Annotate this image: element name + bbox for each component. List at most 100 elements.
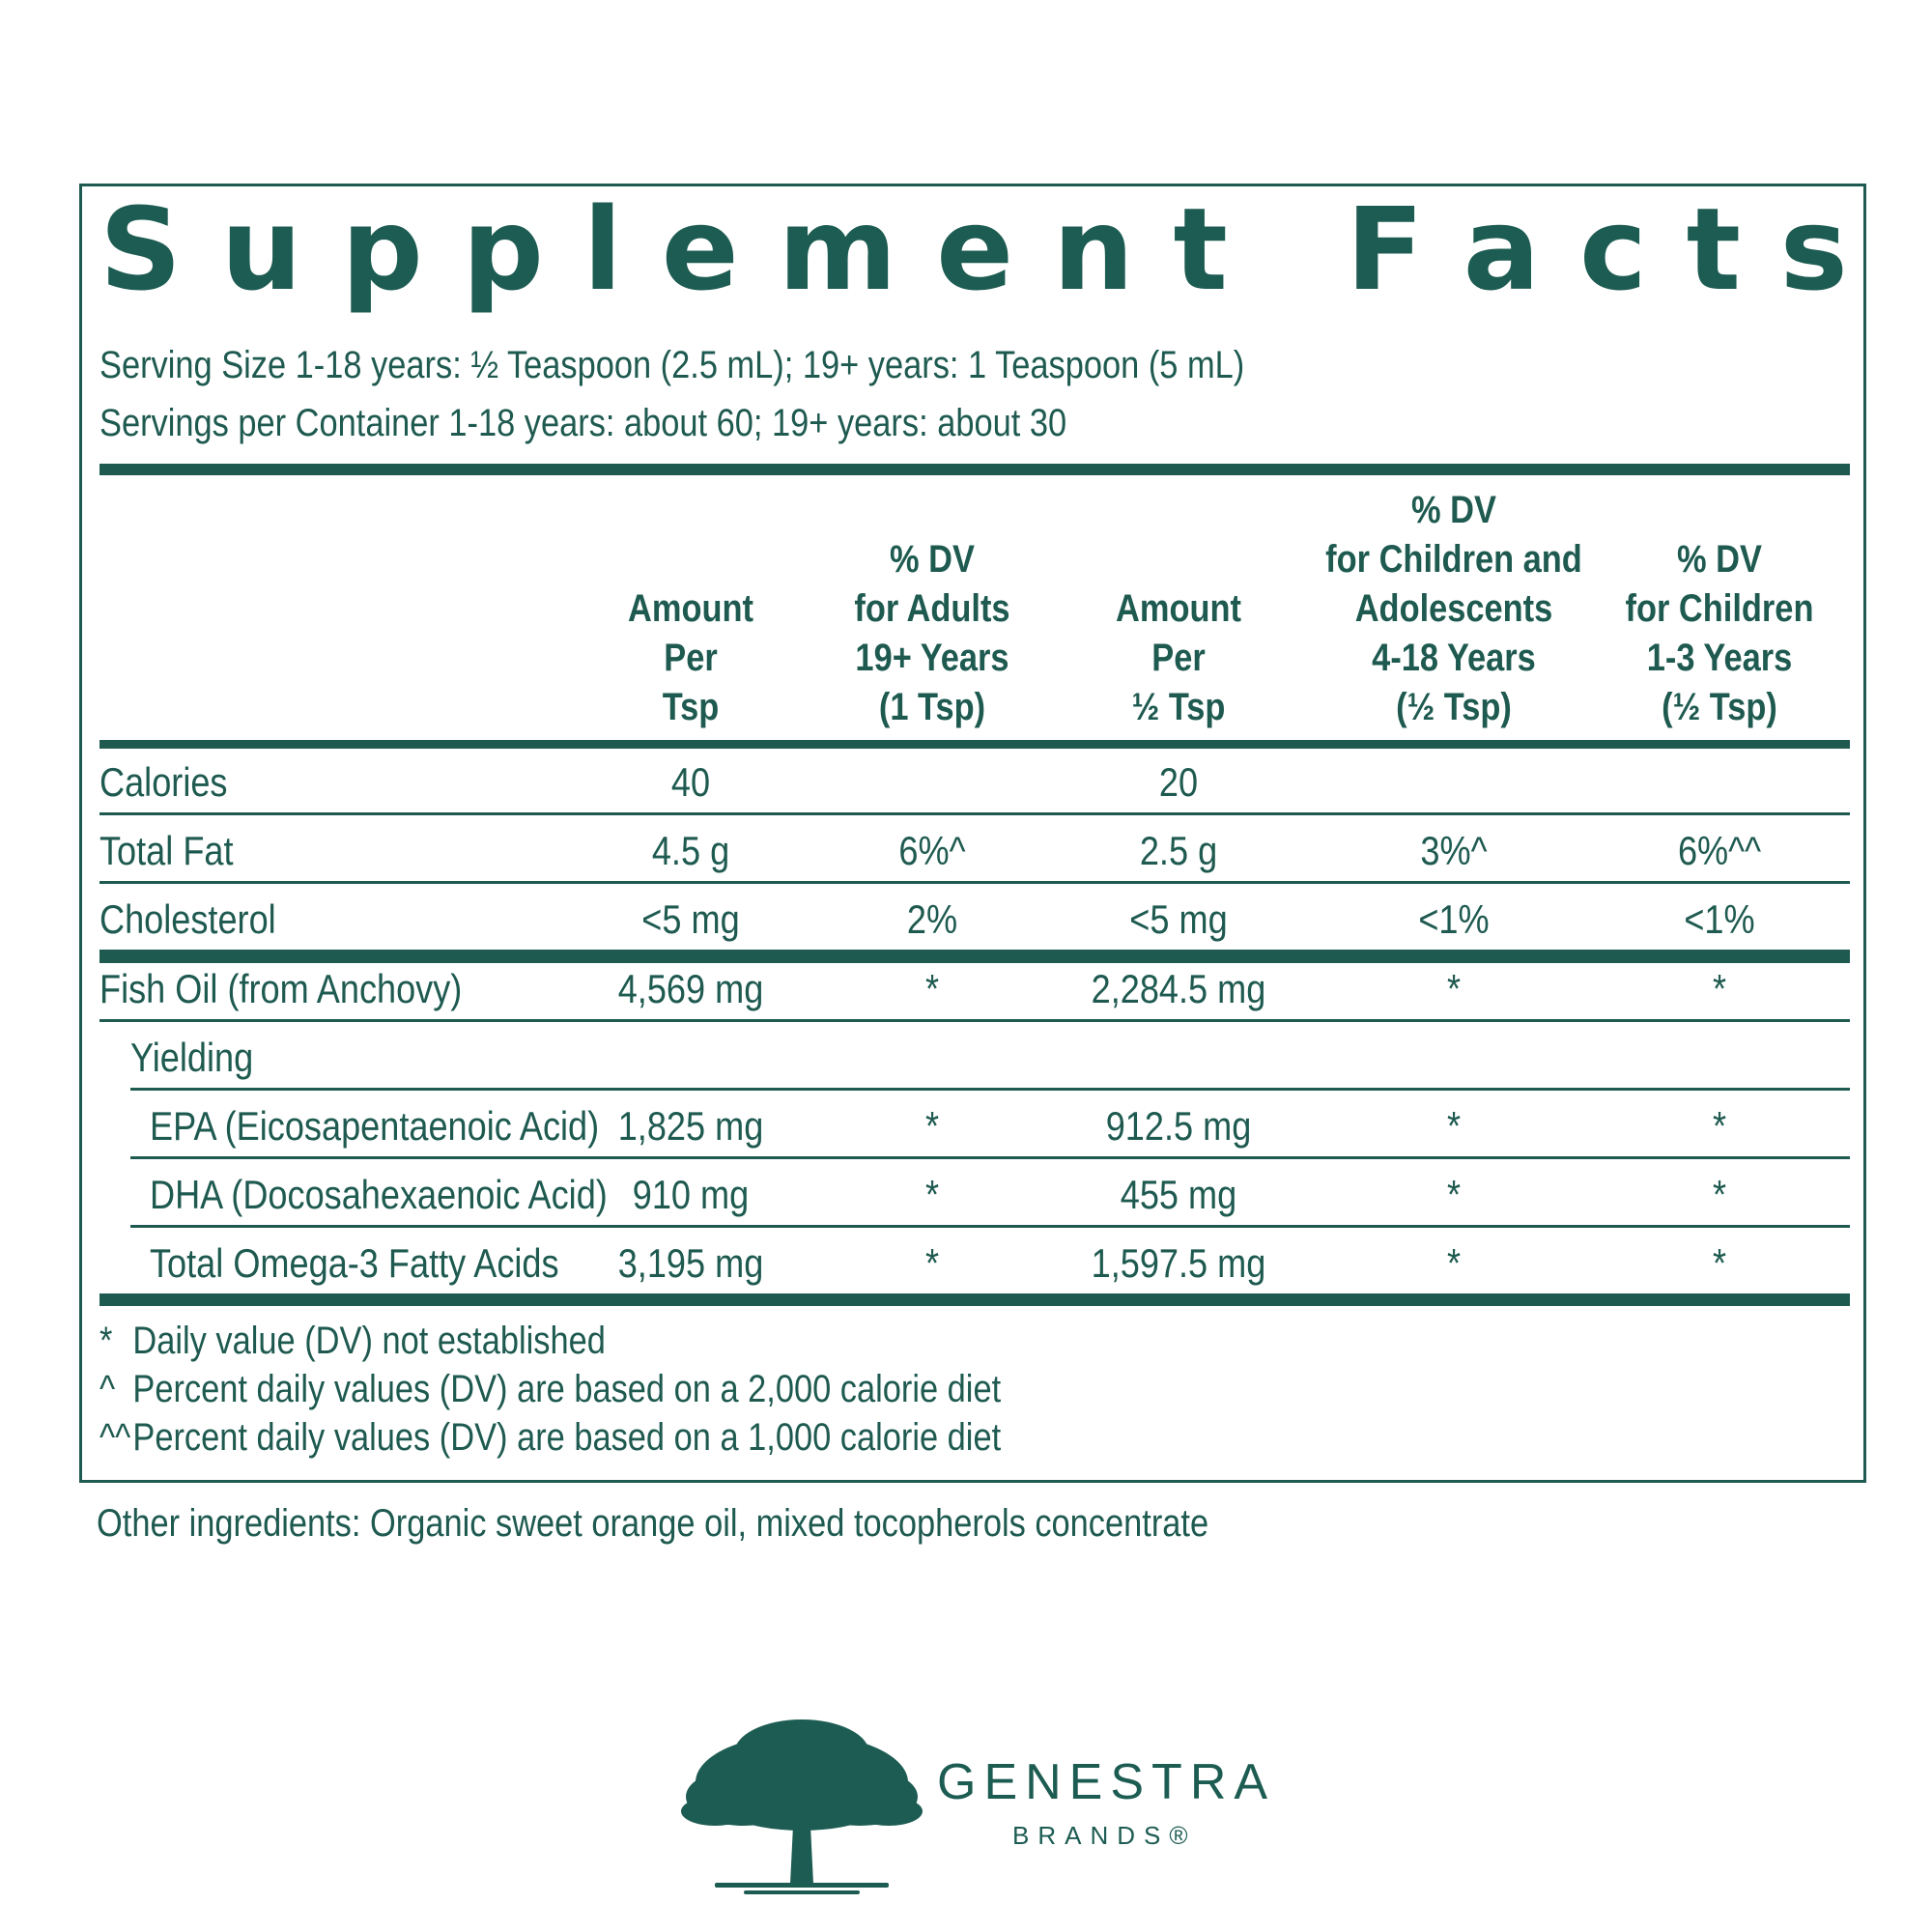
nutrient-value: *: [1712, 1103, 1727, 1149]
title-letter: [1267, 186, 1307, 312]
brand-name: GENESTRA: [937, 1754, 1276, 1810]
table-row: DHA (Docosahexaenoic Acid) 910 mg * 455 mg *…: [82, 1161, 1863, 1229]
column-header-line: Amount: [1116, 587, 1241, 630]
nutrient-name: Calories: [99, 759, 228, 805]
row-divider: [99, 950, 1850, 963]
table-row: EPA (Eicosapentaenoic Acid) 1,825 mg * 912.…: [82, 1093, 1863, 1160]
title-letter: t: [1173, 183, 1228, 316]
title-letter: e: [936, 183, 1014, 316]
table-row: Yielding: [82, 1024, 1863, 1092]
nutrient-value: *: [924, 1240, 940, 1286]
nutrient-name: EPA (Eicosapentaenoic Acid): [150, 1103, 600, 1149]
column-header-line: Per: [1151, 637, 1206, 679]
column-header-line: (½ Tsp): [1396, 686, 1512, 728]
nutrient-name: DHA (Docosahexaenoic Acid): [150, 1172, 608, 1217]
nutrient-name: Yielding: [130, 1035, 254, 1080]
row-divider: [99, 812, 1850, 815]
column-header-line: for Children: [1625, 587, 1814, 630]
title-letter: t: [1686, 183, 1741, 316]
nutrient-value: 4.5 g: [651, 828, 730, 873]
nutrient-value: 40: [670, 759, 711, 805]
title-letter: F: [1346, 183, 1424, 316]
column-header-line: % DV: [1677, 538, 1762, 581]
table-row: Total Omega-3 Fatty Acids 3,195 mg * 1,597.…: [82, 1230, 1863, 1297]
nutrient-value: <1%: [1684, 896, 1755, 942]
title-letter: p: [341, 183, 423, 316]
title-letter: S: [99, 183, 182, 316]
column-header: % DV for Children and Adolescents 4-18 Year…: [1313, 486, 1595, 732]
title-letter: n: [1052, 183, 1134, 316]
nutrient-value: [1620, 749, 1819, 816]
title-letter: p: [462, 183, 544, 316]
nutrient-value: *: [924, 966, 940, 1011]
nutrient-value: 1,825 mg: [617, 1103, 764, 1149]
row-divider: [130, 1088, 1850, 1091]
nutrient-value: *: [1712, 1240, 1727, 1286]
nutrient-value: 20: [1158, 759, 1199, 805]
nutrient-value: 6%^^: [1677, 828, 1762, 873]
nutrient-value: *: [1446, 966, 1462, 1011]
column-header-line: % DV: [890, 538, 975, 581]
table-row: Calories 40 20: [82, 749, 1863, 816]
nutrient-value: 3%^: [1420, 828, 1488, 873]
column-header-line: 19+ Years: [855, 637, 1009, 679]
column-header-line: % DV: [1411, 489, 1496, 531]
title-letter: l: [582, 183, 623, 316]
title-letter: c: [1578, 183, 1647, 316]
nutrient-value: [1079, 1024, 1278, 1092]
header-top-rule: [99, 464, 1850, 475]
column-header-line: Amount: [628, 587, 753, 630]
title-letter: m: [778, 183, 897, 316]
nutrient-name: Fish Oil (from Anchovy): [99, 966, 463, 1011]
column-header-line: ½ Tsp: [1131, 686, 1226, 728]
nutrient-value: 1,597.5 mg: [1091, 1240, 1266, 1286]
nutrient-value: 2%: [906, 896, 958, 942]
column-header-line: 1-3 Years: [1646, 637, 1793, 679]
table-row: Cholesterol <5 mg 2% <5 mg <1% <1%: [82, 886, 1863, 953]
footnote: ^ Percent daily values (DV) are based on …: [99, 1365, 1001, 1413]
nutrient-value: [833, 1024, 1032, 1092]
row-divider: [99, 1293, 1850, 1306]
column-header-line: for Adults: [854, 587, 1010, 630]
title-letter: u: [220, 183, 302, 316]
footnote-symbol: ^^: [99, 1416, 131, 1459]
row-divider: [99, 1019, 1850, 1022]
nutrient-name: Total Fat: [99, 828, 234, 873]
nutrient-value: 455 mg: [1120, 1172, 1237, 1217]
nutrient-value: *: [1446, 1103, 1462, 1149]
footnote-text: Percent daily values (DV) are based on a…: [132, 1416, 1002, 1459]
footnote-text: Percent daily values (DV) are based on a…: [132, 1368, 1002, 1410]
nutrient-value: *: [924, 1103, 940, 1149]
nutrient-value: 910 mg: [632, 1172, 750, 1217]
header-bottom-rule: [99, 740, 1850, 749]
column-header-line: 4-18 Years: [1372, 637, 1536, 679]
table-row: Total Fat 4.5 g 6%^ 2.5 g 3%^ 6%^^: [82, 817, 1863, 885]
column-header-line: Per: [664, 637, 718, 679]
footnote-text: Daily value (DV) not established: [132, 1320, 606, 1362]
serving-size: Serving Size 1-18 years: ½ Teaspoon (2.5…: [99, 344, 1245, 386]
nutrient-value: [1620, 1024, 1819, 1092]
nutrient-name: Total Omega-3 Fatty Acids: [150, 1240, 559, 1286]
nutrient-value: <5 mg: [641, 896, 740, 942]
nutrient-value: 912.5 mg: [1105, 1103, 1252, 1149]
servings-per-container: Servings per Container 1-18 years: about…: [99, 402, 1067, 444]
footnote-symbol: *: [99, 1320, 113, 1362]
column-header-line: Tsp: [662, 686, 720, 728]
footnote-symbol: ^: [99, 1368, 116, 1410]
column-header: % DV for Adults 19+ Years (1 Tsp): [791, 535, 1073, 732]
column-header: Amount Per ½ Tsp: [1037, 584, 1320, 732]
nutrient-value: *: [1446, 1240, 1462, 1286]
column-header-line: Adolescents: [1354, 587, 1553, 630]
nutrient-value: 2.5 g: [1139, 828, 1218, 873]
column-header: % DV for Children 1-3 Years (½ Tsp): [1578, 535, 1861, 732]
nutrient-value: *: [924, 1172, 940, 1217]
column-header-line: (1 Tsp): [878, 686, 986, 728]
table-row: Fish Oil (from Anchovy) 4,569 mg * 2,284.5 …: [82, 955, 1863, 1023]
nutrient-name: Cholesterol: [99, 896, 276, 942]
column-header-line: (½ Tsp): [1662, 686, 1777, 728]
nutrient-value: <1%: [1418, 896, 1490, 942]
other-ingredients: Other ingredients: Organic sweet orange …: [97, 1502, 1209, 1545]
nutrient-value: [1354, 1024, 1553, 1092]
